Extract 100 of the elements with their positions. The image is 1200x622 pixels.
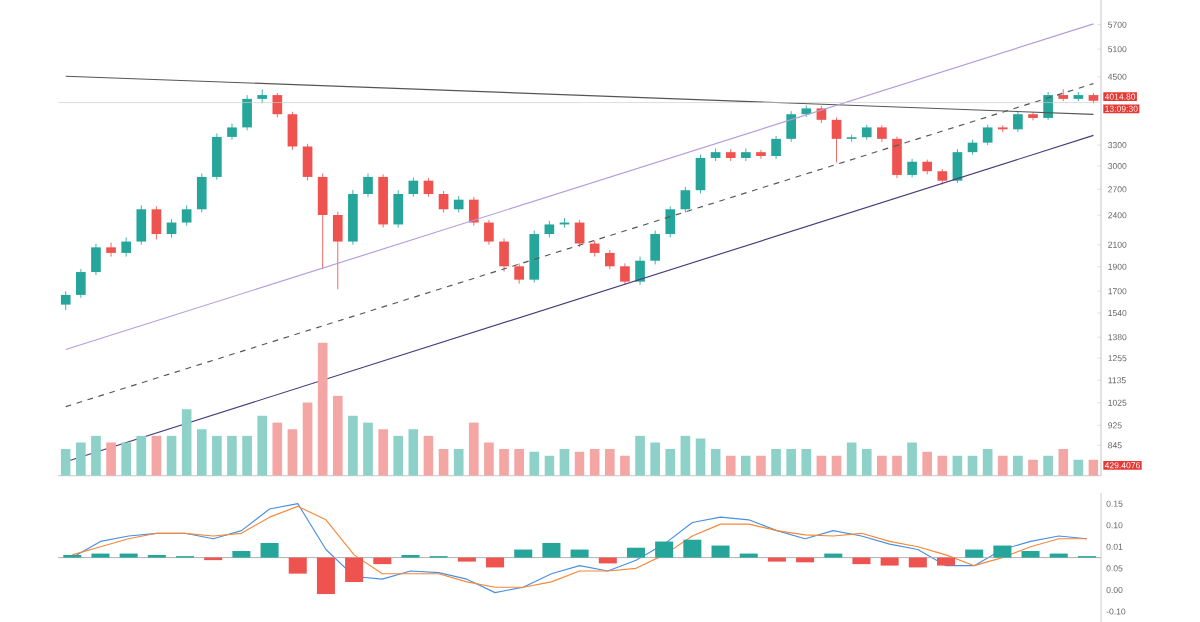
candlestick <box>499 237 509 272</box>
candlestick <box>60 290 71 311</box>
candlestick <box>332 211 343 290</box>
bar <box>880 557 899 566</box>
candlestick <box>423 177 434 198</box>
bar <box>801 448 812 476</box>
candlestick <box>121 236 132 257</box>
candlestick <box>408 176 419 198</box>
candlestick <box>212 132 222 181</box>
bar <box>1028 459 1038 476</box>
bar <box>1058 448 1069 476</box>
bar <box>227 435 237 476</box>
bar <box>232 550 251 558</box>
candlestick <box>529 229 540 283</box>
bar <box>316 557 335 594</box>
candlestick <box>302 143 313 181</box>
candlestick <box>952 148 963 184</box>
bar <box>514 448 524 476</box>
candlestick <box>468 196 479 226</box>
candlestick <box>514 262 524 284</box>
candlestick <box>287 111 298 151</box>
bar <box>937 455 948 476</box>
bar <box>559 448 570 476</box>
candlestick <box>831 116 842 163</box>
bar <box>908 557 927 568</box>
bar <box>257 415 268 476</box>
candlestick <box>136 204 147 245</box>
bar <box>60 448 71 476</box>
candlestick <box>907 158 917 178</box>
bar <box>393 435 404 476</box>
bar <box>332 395 343 476</box>
bar <box>589 448 600 476</box>
bar <box>106 442 116 476</box>
bar <box>121 442 132 476</box>
bar <box>542 542 561 558</box>
bar <box>683 539 702 558</box>
bar <box>936 557 956 566</box>
bar <box>196 429 207 476</box>
bar <box>993 545 1012 558</box>
bar <box>373 557 392 565</box>
bar <box>260 542 279 558</box>
candlestick <box>650 229 660 265</box>
bar <box>604 448 615 476</box>
bar <box>922 451 933 476</box>
bar <box>771 448 781 476</box>
bar <box>76 442 86 476</box>
bar <box>242 435 252 476</box>
bar <box>272 422 283 476</box>
candlestick <box>982 124 993 146</box>
candlestick <box>378 173 388 228</box>
candlestick <box>484 219 494 245</box>
bar <box>514 549 533 558</box>
bar <box>982 448 993 476</box>
bar <box>486 557 505 568</box>
bar <box>453 448 464 476</box>
candlestick <box>786 110 797 143</box>
bar <box>438 448 449 476</box>
bar <box>317 342 328 476</box>
candlestick <box>151 205 162 240</box>
bar <box>626 547 645 558</box>
bar <box>136 435 147 476</box>
bar <box>1013 455 1023 476</box>
candlestick <box>196 173 207 213</box>
bar <box>484 442 494 476</box>
candlestick <box>665 205 676 238</box>
bar <box>852 557 871 565</box>
bar <box>655 541 674 558</box>
bar <box>997 455 1008 476</box>
bar <box>877 455 887 476</box>
bar <box>846 442 857 476</box>
candlestick <box>695 154 706 194</box>
bar <box>499 448 509 476</box>
candlestick <box>635 256 645 286</box>
bar <box>348 415 358 476</box>
bar <box>665 448 676 476</box>
bar <box>635 435 645 476</box>
candlestick <box>680 186 691 213</box>
bar <box>570 549 589 558</box>
candlestick <box>348 189 358 245</box>
candlestick <box>317 173 328 270</box>
bar <box>710 448 721 476</box>
bar <box>711 545 730 558</box>
bar <box>378 429 388 476</box>
bar <box>1021 550 1040 558</box>
candlestick <box>438 190 449 213</box>
candlestick <box>604 249 615 270</box>
candlestick <box>620 262 630 286</box>
bar <box>468 422 479 476</box>
bar <box>345 557 364 582</box>
bar <box>408 429 419 476</box>
bar <box>423 435 434 476</box>
bar <box>91 435 101 476</box>
bar <box>151 435 162 476</box>
bar <box>861 448 872 476</box>
candlestick <box>363 173 373 198</box>
candlestick <box>76 268 86 299</box>
bar <box>181 409 192 476</box>
bar <box>287 429 298 476</box>
candlestick <box>181 204 192 226</box>
candlestick <box>106 242 116 257</box>
